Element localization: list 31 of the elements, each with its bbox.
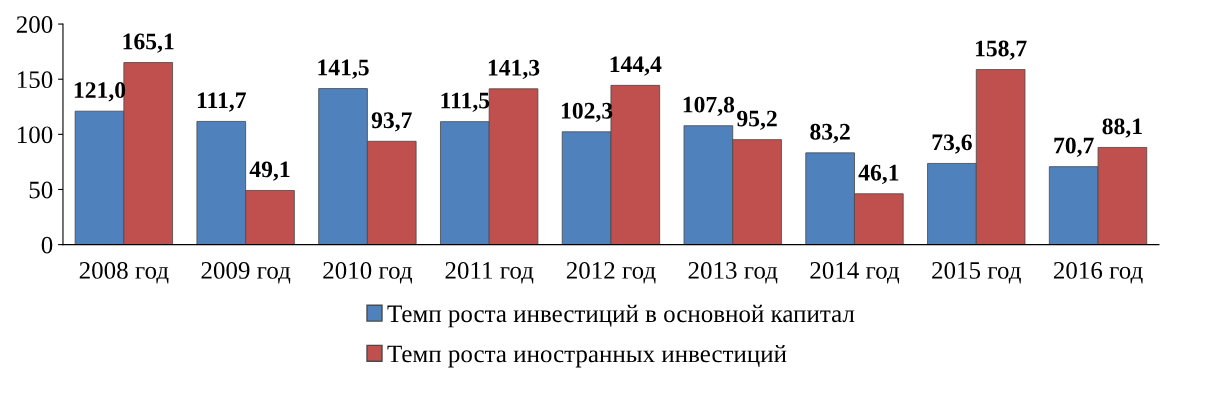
data-label: 144,4 (610, 56, 662, 76)
data-label: 46,1 (858, 164, 899, 185)
legend-label: Темп роста инвестиций в основной капитал (387, 304, 855, 328)
data-label: 158,7 (975, 40, 1027, 60)
x-tick-label: 2010 год (323, 262, 413, 284)
x-tick-label: 2011 год (445, 262, 534, 284)
x-tick-label: 2013 год (688, 262, 778, 284)
data-label: 141,3 (488, 59, 540, 80)
x-tick-label: 2016 год (1053, 262, 1143, 284)
y-tick-label: 50 (29, 181, 53, 199)
x-tick-label: 2015 год (932, 262, 1021, 284)
data-label: 95,2 (737, 110, 777, 130)
data-label: 49,1 (249, 161, 290, 181)
y-tick-label: 0 (41, 236, 53, 254)
y-tick-label: 150 (17, 71, 53, 89)
data-label: 88,1 (1102, 118, 1142, 138)
data-label: 111,7 (197, 92, 246, 112)
data-label: 83,2 (810, 123, 850, 144)
y-tick-label: 100 (17, 126, 53, 144)
data-label: 70,7 (1054, 137, 1094, 157)
data-label: 93,7 (371, 112, 412, 132)
x-tick-label: 2014 год (810, 262, 900, 284)
x-tick-label: 2008 год (79, 262, 169, 284)
y-tick-label: 200 (16, 16, 53, 33)
x-tick-label: 2012 год (566, 262, 656, 284)
data-label: 141,5 (318, 59, 369, 79)
data-label: 107,8 (683, 96, 735, 117)
legend-label: Темп роста иностранных инвестиций (387, 345, 787, 368)
data-label: 165,1 (123, 33, 174, 53)
x-tick-label: 2009 год (201, 262, 291, 284)
data-label: 73,6 (932, 134, 972, 154)
